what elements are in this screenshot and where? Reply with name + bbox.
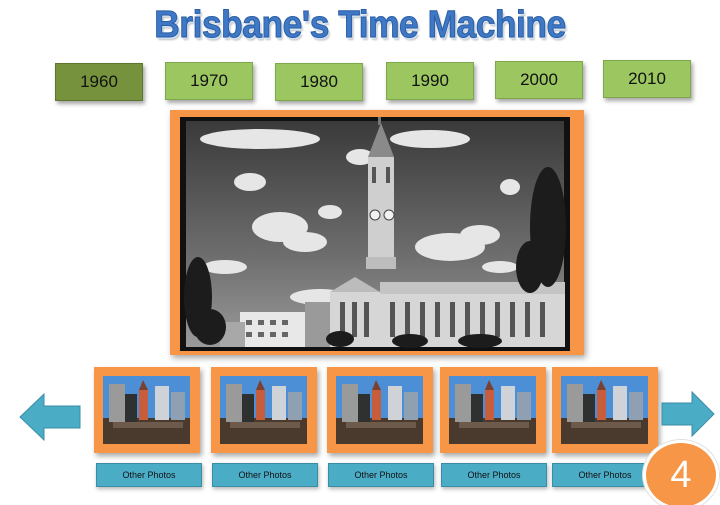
city-skyline-thumbnail bbox=[336, 376, 423, 444]
city-skyline-thumbnail bbox=[103, 376, 190, 444]
decade-button-2010[interactable]: 2010 bbox=[603, 60, 691, 98]
city-skyline-thumbnail bbox=[561, 376, 648, 444]
other-photos-button-3[interactable]: Other Photos bbox=[328, 463, 434, 487]
other-photos-button-2[interactable]: Other Photos bbox=[212, 463, 318, 487]
page-number-badge: 4 bbox=[643, 440, 719, 505]
page-title: Brisbane's Time Machine bbox=[154, 4, 567, 47]
city-skyline-thumbnail bbox=[220, 376, 307, 444]
decade-button-2000[interactable]: 2000 bbox=[495, 61, 583, 99]
main-photo-frame bbox=[170, 110, 584, 355]
thumbnail-5[interactable] bbox=[552, 367, 658, 453]
decade-button-1960[interactable]: 1960 bbox=[55, 63, 143, 101]
thumbnail-1[interactable] bbox=[94, 367, 200, 453]
thumbnail-3[interactable] bbox=[327, 367, 433, 453]
decade-button-1970[interactable]: 1970 bbox=[165, 62, 253, 100]
thumbnail-4[interactable] bbox=[440, 367, 546, 453]
arrow-right-icon[interactable] bbox=[660, 390, 716, 438]
decade-button-1980[interactable]: 1980 bbox=[275, 63, 363, 101]
thumbnail-2[interactable] bbox=[211, 367, 317, 453]
city-skyline-thumbnail bbox=[449, 376, 536, 444]
other-photos-button-1[interactable]: Other Photos bbox=[96, 463, 202, 487]
arrow-left-icon[interactable] bbox=[18, 392, 82, 442]
other-photos-button-5[interactable]: Other Photos bbox=[552, 463, 658, 487]
other-photos-button-4[interactable]: Other Photos bbox=[441, 463, 547, 487]
decade-button-1990[interactable]: 1990 bbox=[386, 62, 474, 100]
city-hall-historical-photo bbox=[180, 117, 570, 351]
